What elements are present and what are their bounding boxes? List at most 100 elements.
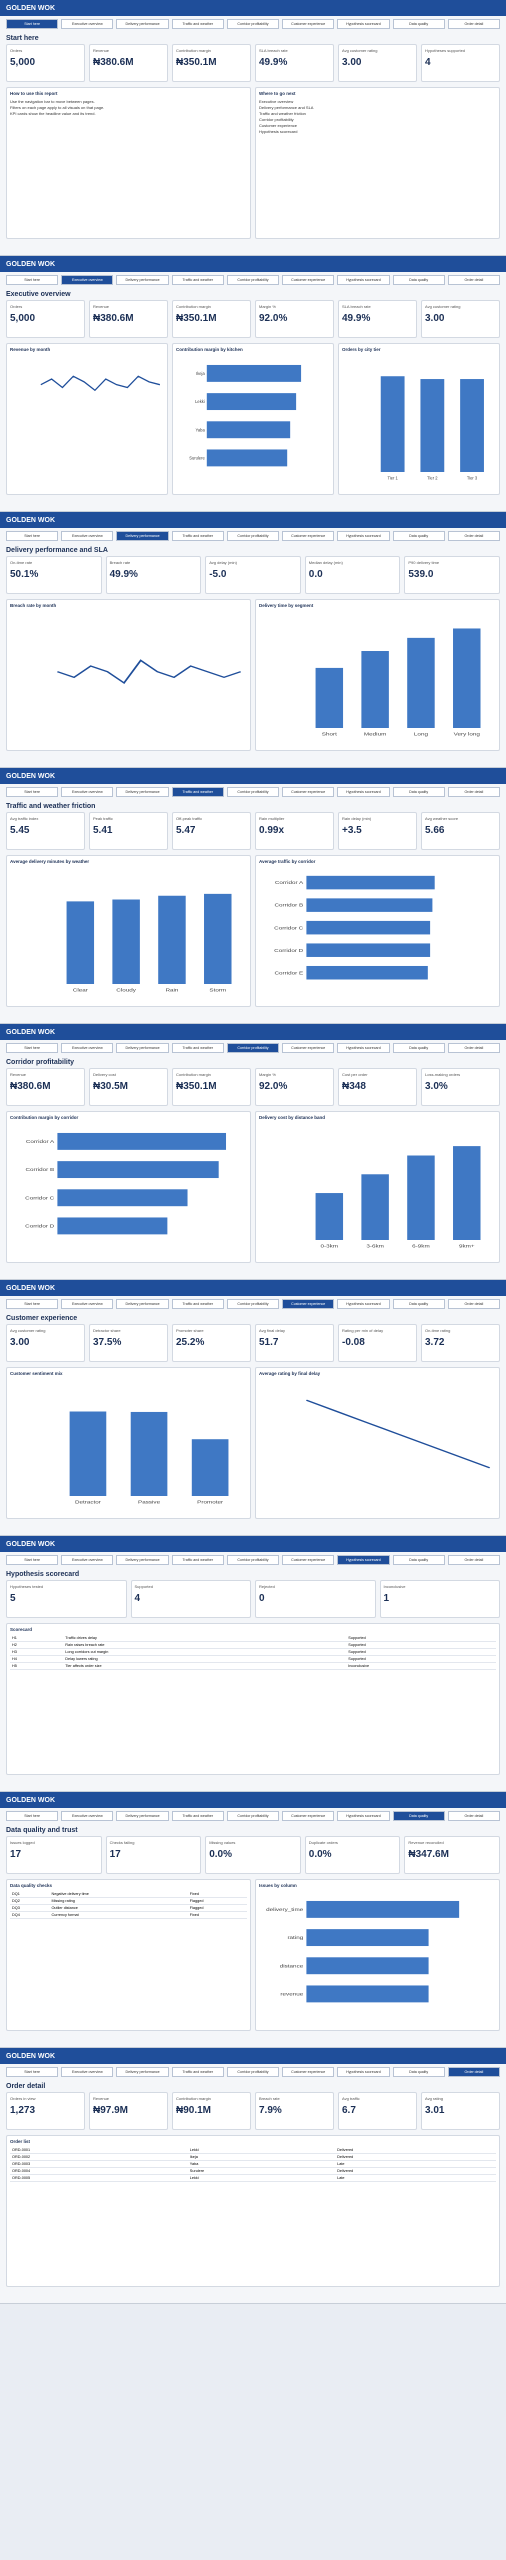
- nav-tab[interactable]: Start here: [6, 1555, 59, 1565]
- nav-tab[interactable]: Corridor profitability: [226, 531, 280, 541]
- nav-tab[interactable]: Executive overview: [61, 19, 114, 29]
- nav-tab[interactable]: Customer experience: [282, 2067, 335, 2077]
- header-bar: GOLDEN WOK: [0, 1280, 506, 1296]
- nav-tab[interactable]: Customer experience: [282, 1555, 335, 1565]
- nav-tab[interactable]: Traffic and weather: [171, 531, 224, 541]
- nav-tab[interactable]: Corridor profitability: [226, 1555, 280, 1565]
- nav-tab[interactable]: Executive overview: [61, 1555, 114, 1565]
- nav-tab[interactable]: Start here: [6, 1043, 59, 1053]
- nav-tab[interactable]: Order detail: [447, 19, 500, 29]
- nav-tab[interactable]: Hypothesis scorecard: [337, 531, 390, 541]
- kpi-card: On-time rate 50.1%: [6, 556, 102, 594]
- nav-tab[interactable]: Start here: [6, 787, 59, 797]
- nav-tab[interactable]: Hypothesis scorecard: [337, 1811, 390, 1821]
- panel-row: Data quality checks DQ1 Negative delivery …: [0, 1874, 506, 2036]
- nav-tab[interactable]: Corridor profitability: [226, 275, 280, 285]
- nav-tab[interactable]: Customer experience: [282, 531, 335, 541]
- nav-tab[interactable]: Order detail: [447, 1043, 500, 1053]
- nav-tab[interactable]: Start here: [6, 1811, 59, 1821]
- nav-tab[interactable]: Hypothesis scorecard: [337, 1043, 390, 1053]
- panel-title: Contribution margin by kitchen: [176, 347, 243, 352]
- nav-tab[interactable]: Customer experience: [282, 1811, 335, 1821]
- kpi-value: 51.7: [259, 1337, 279, 1348]
- nav-tab[interactable]: Order detail: [447, 1811, 500, 1821]
- nav-tab[interactable]: Corridor profitability: [226, 1299, 280, 1309]
- nav-tab[interactable]: Executive overview: [61, 1811, 114, 1821]
- kpi-label: Inconclusive: [383, 1584, 406, 1589]
- nav-tab[interactable]: Hypothesis scorecard: [337, 275, 390, 285]
- panel: How to use this report Use the navigation…: [6, 87, 251, 239]
- nav-tab[interactable]: Executive overview: [61, 275, 114, 285]
- nav-tab[interactable]: Executive overview: [61, 1043, 114, 1053]
- nav-tab[interactable]: Corridor profitability: [226, 19, 280, 29]
- nav-tab[interactable]: Data quality: [392, 1043, 445, 1053]
- kpi-card: Median delay (min) 0.0: [304, 556, 401, 594]
- nav-tab[interactable]: Executive overview: [61, 787, 114, 797]
- nav-tab[interactable]: Customer experience: [282, 787, 335, 797]
- nav-tab[interactable]: Delivery performance: [116, 275, 169, 285]
- nav-tab[interactable]: Order detail: [447, 2067, 500, 2077]
- nav-tab[interactable]: Order detail: [447, 531, 500, 541]
- nav-tab[interactable]: Start here: [6, 531, 59, 541]
- nav-tab[interactable]: Start here: [6, 275, 59, 285]
- table-row: H2 Rain raises breach rate Supported: [10, 1641, 496, 1649]
- nav-tab[interactable]: Traffic and weather: [171, 2067, 224, 2077]
- nav-tab[interactable]: Corridor profitability: [226, 1043, 280, 1053]
- panel: Average rating by final delay: [255, 1367, 500, 1519]
- nav-tab[interactable]: Executive overview: [61, 531, 114, 541]
- nav-tab[interactable]: Hypothesis scorecard: [337, 2067, 390, 2077]
- nav-tab[interactable]: Hypothesis scorecard: [337, 1555, 390, 1565]
- nav-tab[interactable]: Delivery performance: [116, 531, 169, 541]
- nav-tab[interactable]: Order detail: [447, 1555, 500, 1565]
- nav-tab[interactable]: Corridor profitability: [226, 787, 280, 797]
- nav-tab[interactable]: Executive overview: [61, 1299, 114, 1309]
- panel-title: Contribution margin by corridor: [10, 1115, 79, 1120]
- x-tick-label: Tier 2: [427, 475, 438, 480]
- panel-title: Order list: [10, 2139, 31, 2144]
- nav-tab[interactable]: Delivery performance: [116, 787, 169, 797]
- kpi-value: -5.0: [209, 569, 227, 580]
- nav-tab[interactable]: Delivery performance: [116, 1555, 169, 1565]
- nav-tab[interactable]: Order detail: [447, 275, 500, 285]
- nav-tab[interactable]: Delivery performance: [116, 1811, 169, 1821]
- nav-tab[interactable]: Corridor profitability: [226, 1811, 280, 1821]
- nav-tab[interactable]: Hypothesis scorecard: [337, 19, 390, 29]
- nav-tab[interactable]: Delivery performance: [116, 2067, 169, 2077]
- nav-tab[interactable]: Traffic and weather: [171, 787, 224, 797]
- nav-tab[interactable]: Data quality: [392, 2067, 445, 2077]
- nav-tab[interactable]: Delivery performance: [116, 1043, 169, 1053]
- nav-tab[interactable]: Traffic and weather: [171, 1811, 224, 1821]
- nav-tab[interactable]: Customer experience: [282, 275, 335, 285]
- nav-tab[interactable]: Traffic and weather: [171, 1555, 224, 1565]
- nav-tab[interactable]: Data quality: [392, 1299, 445, 1309]
- nav-tab[interactable]: Data quality: [392, 275, 445, 285]
- nav-tab[interactable]: Corridor profitability: [226, 2067, 280, 2077]
- nav-tab[interactable]: Data quality: [392, 19, 445, 29]
- nav-tab[interactable]: Traffic and weather: [171, 1299, 224, 1309]
- nav-tab[interactable]: Traffic and weather: [171, 275, 224, 285]
- nav-tab[interactable]: Order detail: [447, 1299, 500, 1309]
- table-cell: Lekki: [187, 2174, 336, 2182]
- nav-tab[interactable]: Order detail: [447, 787, 500, 797]
- nav-tab[interactable]: Data quality: [392, 531, 445, 541]
- nav-tab[interactable]: Hypothesis scorecard: [337, 787, 390, 797]
- table-cell: Surulere: [187, 2167, 336, 2175]
- nav-tab[interactable]: Delivery performance: [116, 19, 169, 29]
- nav-tab[interactable]: Start here: [6, 2067, 59, 2077]
- nav-tab[interactable]: Customer experience: [282, 1299, 335, 1309]
- panel-row: Customer sentiment mix Detractor Passive Pr…: [0, 1362, 506, 1524]
- table-cell: Currency format: [49, 1911, 188, 1919]
- nav-tab[interactable]: Data quality: [392, 1555, 445, 1565]
- nav-tab[interactable]: Customer experience: [282, 1043, 335, 1053]
- nav-tab[interactable]: Start here: [6, 1299, 59, 1309]
- nav-tab[interactable]: Traffic and weather: [171, 19, 224, 29]
- nav-tab[interactable]: Hypothesis scorecard: [337, 1299, 390, 1309]
- nav-tab[interactable]: Data quality: [392, 787, 445, 797]
- nav-tab[interactable]: Executive overview: [61, 2067, 114, 2077]
- nav-tab[interactable]: Customer experience: [282, 19, 335, 29]
- nav-tab[interactable]: Data quality: [392, 1811, 445, 1821]
- nav-tab[interactable]: Start here: [6, 19, 59, 29]
- chart: [40, 375, 161, 392]
- nav-tab[interactable]: Traffic and weather: [171, 1043, 224, 1053]
- nav-tab[interactable]: Delivery performance: [116, 1299, 169, 1309]
